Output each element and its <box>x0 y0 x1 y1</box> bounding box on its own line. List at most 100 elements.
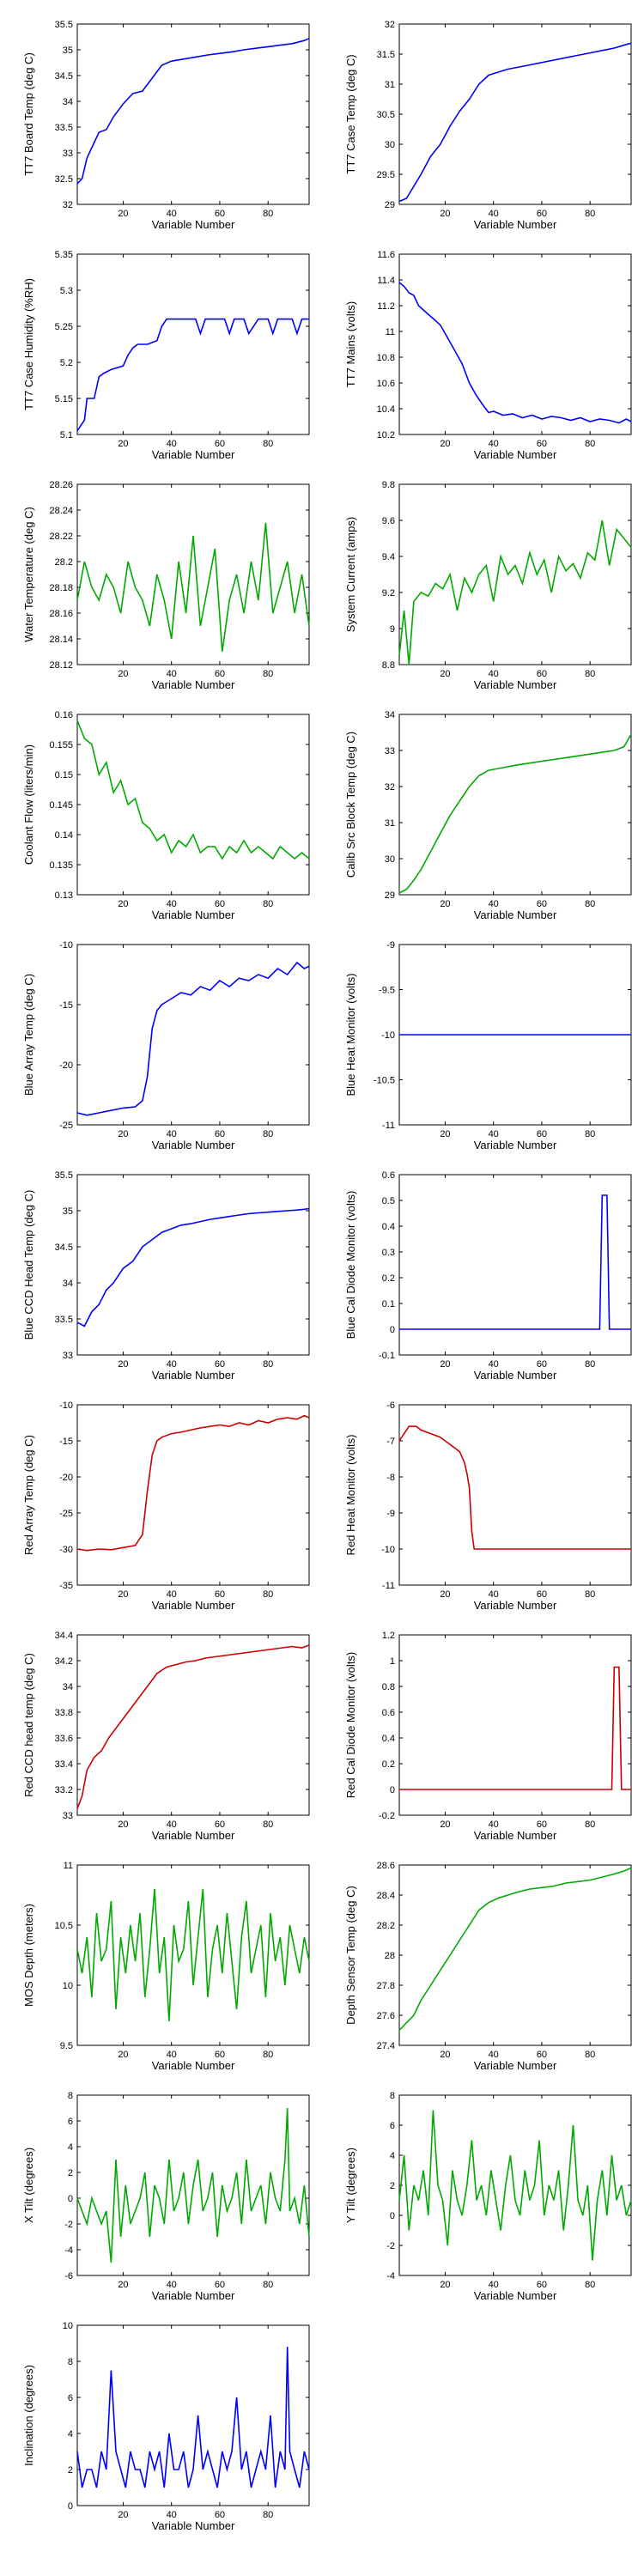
y-tick-label: 0 <box>68 2194 73 2204</box>
chart-panel: 5.1 5.15 5.2 5.25 5.3 5.35 20 40 60 80 Variable Nu… <box>0 230 322 461</box>
x-tick-label: 40 <box>167 1589 177 1600</box>
x-tick-label: 40 <box>489 899 499 909</box>
chart-svg: 0 2 4 6 8 10 20 40 60 80 Variable Number Inclinatio… <box>22 2321 310 2532</box>
y-tick-label: -4 <box>386 2271 395 2281</box>
y-tick-label: 11.2 <box>377 301 395 312</box>
plot-area <box>398 1864 632 2046</box>
x-tick-label: 20 <box>440 209 450 219</box>
chart-panel: -4 -2 0 2 4 6 8 20 40 60 80 Variable Number Y Tilt (… <box>322 2071 644 2302</box>
y-tick-label: 0.13 <box>55 890 73 901</box>
x-tick-label: 20 <box>440 669 450 679</box>
y-tick-label: 31 <box>385 80 395 90</box>
x-axis-label: Variable Number <box>474 2289 557 2301</box>
x-tick-label: 80 <box>263 1129 273 1139</box>
series-line <box>76 522 310 653</box>
chart-panel: -0.2 0 0.2 0.4 0.6 0.8 1 1.2 20 40 60 80 Variable Nu… <box>322 1611 644 1842</box>
y-tick-label: -20 <box>59 1060 73 1071</box>
x-tick-label: 20 <box>118 899 128 909</box>
y-tick-label: -25 <box>59 1121 73 1131</box>
x-tick-label: 60 <box>537 1820 547 1830</box>
y-tick-label: 0.1 <box>382 1299 395 1309</box>
chart-svg: -25 -20 -15 -10 20 40 60 80 Variable Number Blue … <box>22 940 310 1151</box>
chart-svg: 28.12 28.14 28.16 28.18 28.2 28.22 28.24 28.26 2… <box>22 480 310 691</box>
chart-panel: -0.1 0 0.1 0.2 0.3 0.4 0.5 0.6 20 40 60 80 Variable … <box>322 1151 644 1382</box>
chart-panel: 27.4 27.6 27.8 28 28.2 28.4 28.6 20 40 60 80 Variab… <box>322 1841 644 2072</box>
y-tick-label: -6 <box>64 2271 73 2281</box>
series-line <box>76 720 310 860</box>
y-tick-label: 2 <box>68 2465 73 2476</box>
y-tick-label: -9.5 <box>379 986 395 996</box>
x-tick-label: 60 <box>537 669 547 679</box>
y-tick-label: 5.2 <box>60 358 73 368</box>
series-line <box>76 38 310 185</box>
y-tick-label: 0 <box>390 1785 395 1795</box>
plot-area <box>76 483 310 665</box>
x-tick-label: 80 <box>263 1359 273 1370</box>
y-tick-label: 4 <box>68 2142 73 2153</box>
y-tick-label: -6 <box>386 1400 395 1411</box>
y-tick-label: 28.16 <box>49 609 73 619</box>
x-tick-label: 20 <box>118 1129 128 1139</box>
y-tick-label: 11.6 <box>377 250 395 260</box>
plot-area <box>398 1174 632 1356</box>
y-tick-label: 30 <box>385 854 395 865</box>
y-tick-label: 28.14 <box>49 635 73 645</box>
series-line <box>398 42 632 203</box>
x-tick-label: 20 <box>118 2050 128 2060</box>
y-tick-label: 30 <box>385 140 395 150</box>
x-tick-label: 20 <box>440 2050 450 2060</box>
x-tick-label: 40 <box>489 2050 499 2060</box>
y-tick-label: -0.1 <box>379 1351 395 1361</box>
y-axis-label: Red Heat Monitor (volts) <box>344 1435 357 1556</box>
x-tick-label: 80 <box>263 669 273 679</box>
y-tick-label: 1 <box>390 1656 395 1667</box>
x-tick-label: 80 <box>263 1589 273 1600</box>
x-tick-label: 60 <box>215 1589 225 1600</box>
x-tick-label: 20 <box>440 2280 450 2290</box>
series-line <box>398 733 632 894</box>
y-axis-label: Depth Sensor Temp (deg C) <box>344 1886 357 2025</box>
x-tick-label: 40 <box>167 439 177 449</box>
y-axis-label: Red CCD head temp (deg C) <box>22 1653 35 1797</box>
x-tick-label: 40 <box>489 2280 499 2290</box>
x-tick-label: 20 <box>118 209 128 219</box>
x-tick-label: 40 <box>167 2280 177 2290</box>
y-tick-label: 9.8 <box>382 480 395 490</box>
y-tick-label: 28.18 <box>49 583 73 593</box>
y-tick-label: 9.4 <box>382 552 395 562</box>
plot-area <box>76 1174 310 1356</box>
y-tick-label: -20 <box>59 1473 73 1483</box>
x-tick-label: 40 <box>167 669 177 679</box>
x-axis-label: Variable Number <box>152 908 235 920</box>
x-tick-label: 20 <box>118 1820 128 1830</box>
plot-area <box>398 483 632 665</box>
y-tick-label: 0.4 <box>382 1222 395 1232</box>
x-tick-label: 80 <box>585 1129 595 1139</box>
chart-svg: 29 30 31 32 33 34 20 40 60 80 Variable Number Calib… <box>344 710 632 921</box>
x-tick-label: 40 <box>489 1589 499 1600</box>
x-tick-label: 60 <box>215 2510 225 2520</box>
chart-svg: -0.2 0 0.2 0.4 0.6 0.8 1 1.2 20 40 60 80 Variable Nu… <box>344 1631 632 1842</box>
chart-svg: -0.1 0 0.1 0.2 0.3 0.4 0.5 0.6 20 40 60 80 Variable … <box>344 1170 632 1382</box>
series-line <box>398 1867 632 2032</box>
x-tick-label: 80 <box>585 1820 595 1830</box>
x-tick-label: 40 <box>489 439 499 449</box>
chart-svg: 33 33.2 33.4 33.6 33.8 34 34.2 34.4 20 40 60 80 Vari… <box>22 1631 310 1842</box>
chart-svg: 5.1 5.15 5.2 5.25 5.3 5.35 20 40 60 80 Variable Nu… <box>22 250 310 461</box>
y-tick-label: 9.6 <box>382 516 395 526</box>
y-tick-label: 11 <box>386 327 395 337</box>
x-tick-label: 60 <box>215 1129 225 1139</box>
series-line <box>399 1194 631 1330</box>
y-tick-label: -10 <box>381 1030 395 1041</box>
chart-svg: -6 -4 -2 0 2 4 6 8 20 40 60 80 Variable Number X Tilt… <box>22 2091 310 2302</box>
y-tick-label: -4 <box>64 2245 73 2256</box>
x-tick-label: 40 <box>489 1129 499 1139</box>
y-axis-label: Coolant Flow (liters/min) <box>22 744 35 865</box>
y-axis-label: Y Tilt (degrees) <box>344 2148 357 2223</box>
chart-panel: -11 -10.5 -10 -9.5 -9 20 40 60 80 Variable Number… <box>322 920 644 1151</box>
chart-panel: -25 -20 -15 -10 20 40 60 80 Variable Number Blue … <box>0 920 322 1151</box>
chart-svg: -11 -10 -9 -8 -7 -6 20 40 60 80 Variable Number Red… <box>344 1400 632 1612</box>
chart-panel: 0 2 4 6 8 10 20 40 60 80 Variable Number Inclinatio… <box>0 2301 322 2532</box>
y-tick-label: 9.2 <box>382 588 395 598</box>
